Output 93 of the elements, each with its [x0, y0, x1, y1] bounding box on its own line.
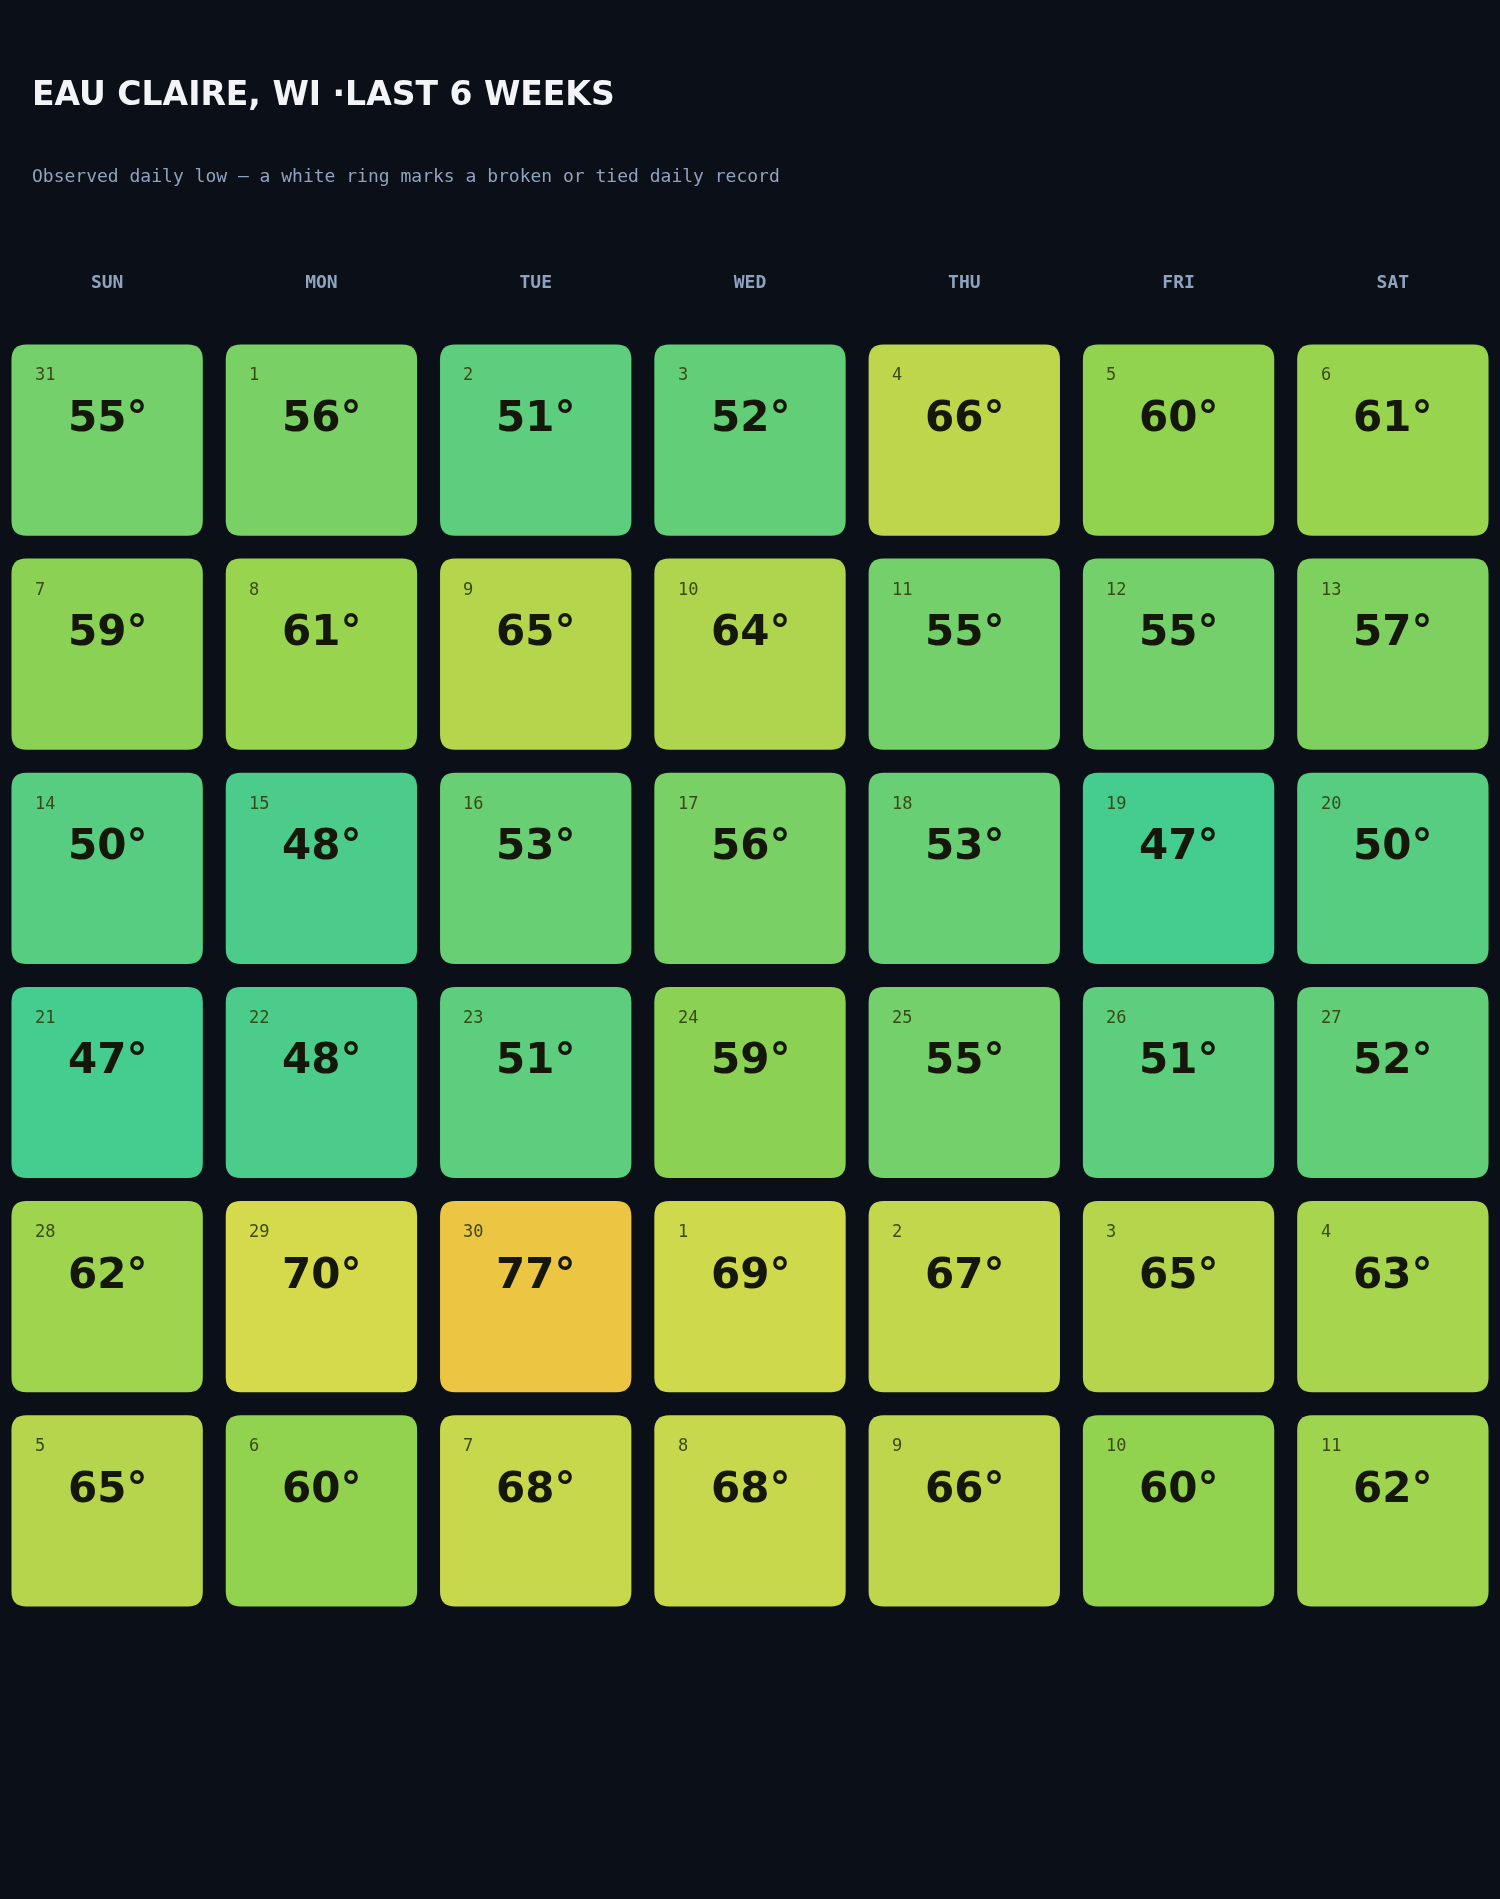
annotation: 19 — [1106, 793, 1127, 813]
data-label: 50° — [1353, 820, 1433, 869]
annotation: 4 — [892, 364, 903, 384]
data-label: 59° — [711, 1034, 791, 1083]
annotation: 11 — [892, 579, 913, 599]
data-label: 47° — [68, 1034, 148, 1083]
data-label: 55° — [925, 606, 1005, 655]
data-label: 60° — [1139, 392, 1219, 441]
annotation: 22 — [249, 1007, 270, 1027]
annotation: 5 — [35, 1435, 46, 1455]
annotation: 2 — [463, 364, 474, 384]
annotation: 5 — [1106, 364, 1117, 384]
data-label: 70° — [282, 1249, 362, 1298]
annotation: 11 — [1321, 1435, 1342, 1455]
x-tick-label: WED — [733, 271, 767, 293]
annotation: 21 — [35, 1007, 56, 1027]
annotation: 15 — [249, 793, 270, 813]
annotation: 17 — [678, 793, 699, 813]
data-label: 52° — [711, 392, 791, 441]
data-label: 55° — [68, 392, 148, 441]
x-tick-label: THU — [948, 271, 981, 293]
annotation: 7 — [463, 1435, 474, 1455]
x-tick-label: MON — [305, 271, 338, 293]
data-label: 52° — [1353, 1034, 1433, 1083]
annotation: 31 — [35, 364, 56, 384]
annotation: 9 — [892, 1435, 903, 1455]
annotation: 1 — [678, 1221, 689, 1241]
data-label: 61° — [1353, 392, 1433, 441]
data-label: 51° — [496, 392, 576, 441]
annotation: 12 — [1106, 579, 1127, 599]
annotation: 14 — [35, 793, 56, 813]
annotation: 6 — [249, 1435, 260, 1455]
annotation: 18 — [892, 793, 913, 813]
annotation: 25 — [892, 1007, 913, 1027]
data-label: 50° — [68, 820, 148, 869]
data-label: 55° — [1139, 606, 1219, 655]
data-label: 62° — [1353, 1463, 1433, 1512]
data-label: 66° — [925, 392, 1005, 441]
annotation: 9 — [463, 579, 474, 599]
data-label: 65° — [68, 1463, 148, 1512]
annotation: 24 — [678, 1007, 699, 1027]
data-label: 56° — [282, 392, 362, 441]
x-tick-label: SUN — [90, 271, 124, 293]
data-label: 55° — [925, 1034, 1005, 1083]
annotation: 8 — [678, 1435, 689, 1455]
data-label: 68° — [711, 1463, 791, 1512]
data-label: 56° — [711, 820, 791, 869]
chart-subtitle: Observed daily low — a white ring marks a broken or tied daily record — [32, 165, 780, 186]
chart-title: EAU CLAIRE, WI ·LAST 6 WEEKS — [32, 74, 615, 113]
annotation: 29 — [249, 1221, 270, 1241]
data-label: 51° — [496, 1034, 576, 1083]
annotation: 28 — [35, 1221, 56, 1241]
annotation: 6 — [1321, 364, 1332, 384]
annotation: 27 — [1321, 1007, 1342, 1027]
x-tick-label: SAT — [1376, 271, 1410, 293]
data-label: 62° — [68, 1249, 148, 1298]
annotation: 23 — [463, 1007, 484, 1027]
data-label: 63° — [1353, 1249, 1433, 1298]
data-label: 59° — [68, 606, 148, 655]
annotation: 26 — [1106, 1007, 1127, 1027]
annotation: 1 — [249, 364, 260, 384]
data-label: 66° — [925, 1463, 1005, 1512]
annotation: 4 — [1321, 1221, 1332, 1241]
data-label: 53° — [496, 820, 576, 869]
data-label: 67° — [925, 1249, 1005, 1298]
x-tick-label: FRI — [1162, 271, 1195, 293]
data-label: 51° — [1139, 1034, 1219, 1083]
data-label: 65° — [1139, 1249, 1219, 1298]
data-label: 69° — [711, 1249, 791, 1298]
annotation: 10 — [678, 579, 699, 599]
data-label: 60° — [282, 1463, 362, 1512]
data-label: 61° — [282, 606, 362, 655]
annotation: 8 — [249, 579, 260, 599]
data-label: 57° — [1353, 606, 1433, 655]
annotation: 3 — [678, 364, 689, 384]
data-label: 48° — [282, 1034, 362, 1083]
data-label: 68° — [496, 1463, 576, 1512]
data-label: 77° — [496, 1249, 576, 1298]
annotation: 2 — [892, 1221, 903, 1241]
data-label: 60° — [1139, 1463, 1219, 1512]
data-label: 47° — [1139, 820, 1219, 869]
data-label: 48° — [282, 820, 362, 869]
data-label: 65° — [496, 606, 576, 655]
x-tick-label: TUE — [519, 271, 552, 293]
annotation: 13 — [1321, 579, 1342, 599]
data-label: 64° — [711, 606, 791, 655]
annotation: 3 — [1106, 1221, 1117, 1241]
annotation: 10 — [1106, 1435, 1127, 1455]
annotation: 30 — [463, 1221, 484, 1241]
annotation: 16 — [463, 793, 484, 813]
annotation: 20 — [1321, 793, 1342, 813]
annotation: 7 — [35, 579, 46, 599]
data-label: 53° — [925, 820, 1005, 869]
